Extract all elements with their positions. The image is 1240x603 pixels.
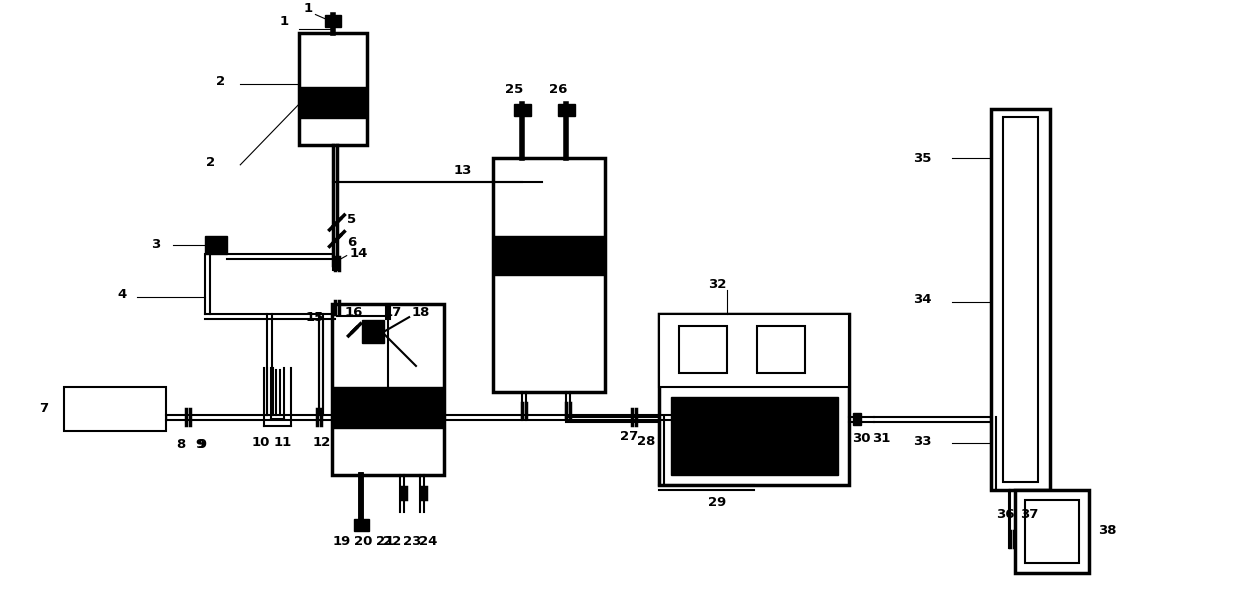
Bar bbox=[678, 326, 728, 373]
Text: 30: 30 bbox=[852, 432, 870, 444]
Text: 4: 4 bbox=[118, 288, 126, 301]
Text: 31: 31 bbox=[872, 432, 890, 444]
Text: 25: 25 bbox=[506, 83, 523, 96]
Text: 1: 1 bbox=[279, 15, 289, 28]
Text: 17: 17 bbox=[383, 306, 402, 319]
Text: 12: 12 bbox=[312, 435, 331, 449]
Text: 22: 22 bbox=[383, 535, 402, 548]
Text: 38: 38 bbox=[1099, 525, 1117, 537]
Text: 6: 6 bbox=[347, 236, 356, 250]
Bar bbox=[299, 33, 367, 145]
Text: 36: 36 bbox=[996, 508, 1014, 521]
Text: 8: 8 bbox=[176, 438, 185, 450]
Text: 2: 2 bbox=[206, 156, 216, 169]
Bar bbox=[756, 326, 806, 373]
Text: 13: 13 bbox=[454, 164, 472, 177]
Text: 5: 5 bbox=[347, 213, 356, 226]
Bar bbox=[325, 16, 341, 27]
Text: 15: 15 bbox=[306, 311, 324, 324]
Bar bbox=[362, 320, 383, 344]
Text: 32: 32 bbox=[708, 279, 727, 291]
Bar bbox=[1016, 490, 1089, 573]
Bar bbox=[513, 104, 531, 116]
Text: 21: 21 bbox=[376, 535, 394, 548]
Bar bbox=[558, 104, 575, 116]
Bar bbox=[332, 387, 444, 428]
Bar bbox=[332, 305, 444, 475]
Bar bbox=[63, 387, 166, 431]
Bar bbox=[299, 87, 367, 118]
Text: 23: 23 bbox=[403, 535, 422, 548]
Bar bbox=[205, 236, 227, 254]
Text: 16: 16 bbox=[345, 306, 363, 319]
Bar bbox=[658, 314, 849, 387]
Text: 9: 9 bbox=[196, 438, 205, 450]
Text: 11: 11 bbox=[274, 435, 291, 449]
Text: 37: 37 bbox=[1021, 508, 1039, 521]
Text: 29: 29 bbox=[708, 496, 727, 509]
Text: 27: 27 bbox=[620, 430, 639, 443]
Text: 24: 24 bbox=[419, 535, 436, 548]
Bar bbox=[658, 314, 849, 485]
Bar bbox=[991, 109, 1049, 490]
Bar bbox=[494, 236, 605, 275]
Bar bbox=[494, 158, 605, 393]
Bar bbox=[671, 397, 838, 475]
Text: 9: 9 bbox=[197, 438, 206, 450]
Text: 3: 3 bbox=[151, 238, 161, 251]
Text: 34: 34 bbox=[913, 293, 931, 306]
Bar bbox=[1003, 117, 1038, 482]
Text: 1: 1 bbox=[304, 2, 312, 15]
Text: 19: 19 bbox=[332, 535, 351, 548]
Text: 2: 2 bbox=[216, 75, 224, 89]
Text: 20: 20 bbox=[355, 535, 372, 548]
Text: 33: 33 bbox=[913, 435, 931, 447]
Bar bbox=[353, 519, 370, 531]
Text: 10: 10 bbox=[252, 435, 270, 449]
Text: 18: 18 bbox=[412, 306, 429, 319]
Text: 35: 35 bbox=[913, 151, 931, 165]
Text: 28: 28 bbox=[636, 435, 655, 447]
Bar bbox=[853, 413, 861, 425]
Text: 26: 26 bbox=[549, 83, 568, 96]
Text: 14: 14 bbox=[350, 247, 368, 260]
Bar bbox=[1025, 500, 1079, 563]
Text: 7: 7 bbox=[40, 402, 48, 415]
